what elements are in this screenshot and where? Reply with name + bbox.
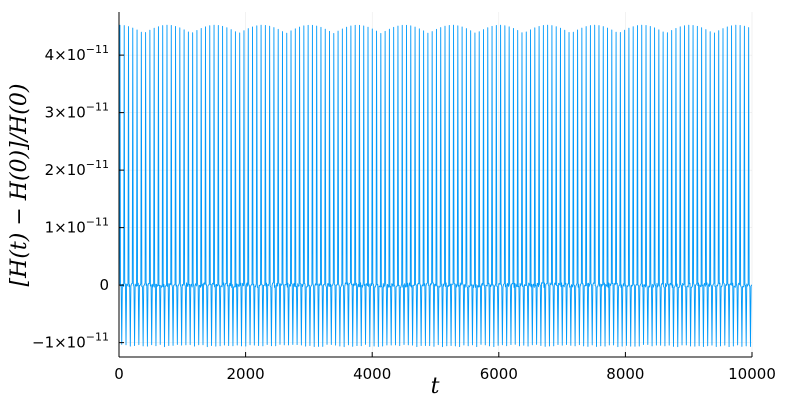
series-line: [119, 25, 752, 346]
series-path-0: [119, 25, 752, 346]
y-tick-label-3: 2×10−11: [45, 158, 109, 179]
y-tick-label-5: 4×10−11: [45, 43, 109, 64]
y-axis-ticks: −1×10−11 0 1×10−11 2×10−11 3×10−11 4×10−11: [32, 43, 124, 352]
x-axis-label: t: [431, 374, 440, 399]
x-tick-label-2: 4000: [353, 365, 391, 383]
y-tick-label-1: 0: [99, 276, 109, 294]
y-tick-label-0: −1×10−11: [32, 331, 109, 352]
y-tick-label-2: 1×10−11: [45, 216, 109, 237]
x-tick-label-0: 0: [114, 365, 124, 383]
x-tick-label-4: 8000: [606, 365, 644, 383]
y-axis-label: [H(t) − H(0)]/H(0): [7, 84, 32, 287]
x-tick-label-5: 10000: [728, 365, 776, 383]
y-tick-label-4: 3×10−11: [45, 101, 109, 122]
x-tick-label-1: 2000: [227, 365, 265, 383]
x-tick-label-3: 6000: [480, 365, 518, 383]
